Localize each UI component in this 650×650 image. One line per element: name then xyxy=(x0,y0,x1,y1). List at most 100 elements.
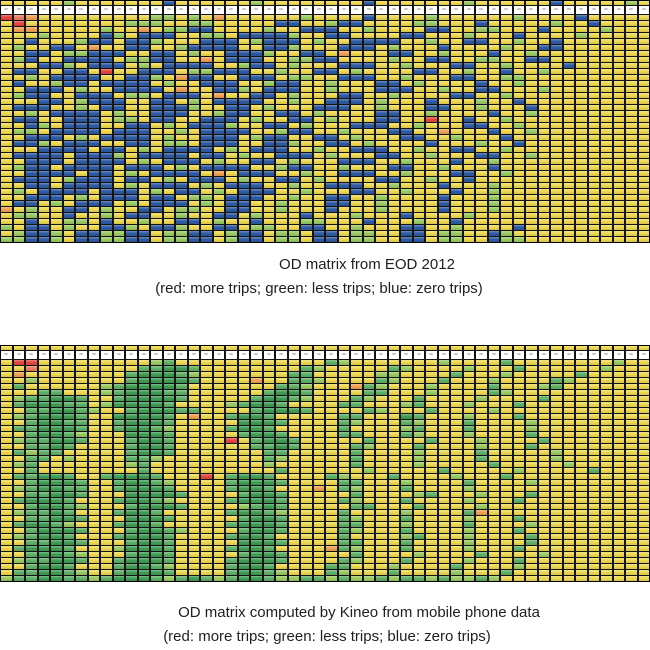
matrix-cell xyxy=(151,231,162,236)
matrix-cell xyxy=(213,69,224,74)
matrix-cell xyxy=(588,510,599,515)
matrix-cell xyxy=(351,552,362,557)
matrix-cell xyxy=(563,219,574,224)
matrix-cell xyxy=(413,414,424,419)
matrix-cell xyxy=(213,564,224,569)
matrix-cell xyxy=(363,237,374,242)
matrix-cell xyxy=(13,1,24,5)
matrix-cell xyxy=(188,33,199,38)
matrix-cell xyxy=(226,546,237,551)
matrix-cell xyxy=(563,366,574,371)
matrix-cell xyxy=(101,540,112,545)
matrix-cell xyxy=(576,432,587,437)
matrix-cell xyxy=(538,456,549,461)
matrix-cell xyxy=(101,504,112,509)
matrix-cell xyxy=(401,93,412,98)
matrix-cell xyxy=(13,123,24,128)
matrix-cell xyxy=(113,39,124,44)
matrix-cell xyxy=(301,552,312,557)
matrix-cell xyxy=(13,516,24,521)
matrix-cell xyxy=(601,516,612,521)
matrix-cell xyxy=(351,183,362,188)
matrix-cell xyxy=(326,468,337,473)
matrix-cell xyxy=(188,468,199,473)
matrix-cell xyxy=(563,558,574,563)
matrix-cell xyxy=(263,117,274,122)
matrix-cell xyxy=(563,165,574,170)
matrix-cell xyxy=(576,546,587,551)
matrix-cell xyxy=(401,213,412,218)
matrix-cell xyxy=(338,444,349,449)
matrix-cell xyxy=(151,372,162,377)
matrix-cell xyxy=(538,480,549,485)
matrix-cell xyxy=(276,213,287,218)
matrix-cell xyxy=(201,81,212,86)
matrix-cell xyxy=(613,213,624,218)
matrix-cell xyxy=(488,540,499,545)
matrix-cell xyxy=(451,540,462,545)
matrix-cell xyxy=(626,189,637,194)
matrix-cell xyxy=(388,372,399,377)
matrix-cell xyxy=(363,432,374,437)
matrix-cell xyxy=(576,510,587,515)
matrix-cell xyxy=(88,462,99,467)
matrix-cell xyxy=(138,219,149,224)
matrix-cell xyxy=(188,57,199,62)
matrix-cell xyxy=(313,93,324,98)
matrix-cell xyxy=(438,15,449,20)
matrix-cell xyxy=(438,360,449,365)
matrix-cell xyxy=(38,450,49,455)
matrix-cell xyxy=(613,390,624,395)
matrix-cell xyxy=(326,153,337,158)
matrix-cell xyxy=(251,111,262,116)
matrix-cell xyxy=(638,75,649,80)
matrix-cell xyxy=(438,546,449,551)
matrix-cell xyxy=(451,177,462,182)
matrix-cell xyxy=(226,15,237,20)
matrix-cell xyxy=(151,474,162,479)
matrix-cell xyxy=(638,402,649,407)
matrix-cell xyxy=(363,384,374,389)
matrix-cell xyxy=(338,93,349,98)
matrix-cell xyxy=(601,51,612,56)
matrix-cell xyxy=(613,552,624,557)
matrix-cell xyxy=(13,468,24,473)
matrix-cell xyxy=(326,402,337,407)
matrix-cell xyxy=(438,231,449,236)
matrix-row xyxy=(1,105,649,110)
matrix-cell xyxy=(151,486,162,491)
matrix-cell xyxy=(513,384,524,389)
matrix-cell xyxy=(601,93,612,98)
matrix-cell xyxy=(576,372,587,377)
matrix-cell xyxy=(13,111,24,116)
matrix-row xyxy=(1,1,649,5)
matrix-cell xyxy=(638,360,649,365)
matrix-cell xyxy=(338,480,349,485)
matrix-cell xyxy=(63,237,74,242)
matrix-cell xyxy=(226,207,237,212)
matrix-cell xyxy=(238,462,249,467)
matrix-cell xyxy=(388,231,399,236)
matrix-cell xyxy=(601,183,612,188)
matrix-cell xyxy=(526,123,537,128)
matrix-cell xyxy=(51,219,62,224)
matrix-cell xyxy=(551,546,562,551)
matrix-cell xyxy=(576,384,587,389)
matrix-cell xyxy=(401,15,412,20)
matrix-cell xyxy=(463,153,474,158)
matrix-cell xyxy=(38,213,49,218)
matrix-cell xyxy=(238,195,249,200)
matrix-cell xyxy=(326,432,337,437)
matrix-cell xyxy=(113,201,124,206)
column-header-cell xyxy=(176,6,187,14)
matrix-cell xyxy=(301,39,312,44)
matrix-cell xyxy=(163,528,174,533)
matrix-cell xyxy=(63,207,74,212)
matrix-cell xyxy=(376,456,387,461)
matrix-cell xyxy=(513,414,524,419)
matrix-cell xyxy=(338,366,349,371)
matrix-cell xyxy=(276,462,287,467)
matrix-cell xyxy=(38,93,49,98)
matrix-cell xyxy=(201,378,212,383)
matrix-cell xyxy=(476,474,487,479)
